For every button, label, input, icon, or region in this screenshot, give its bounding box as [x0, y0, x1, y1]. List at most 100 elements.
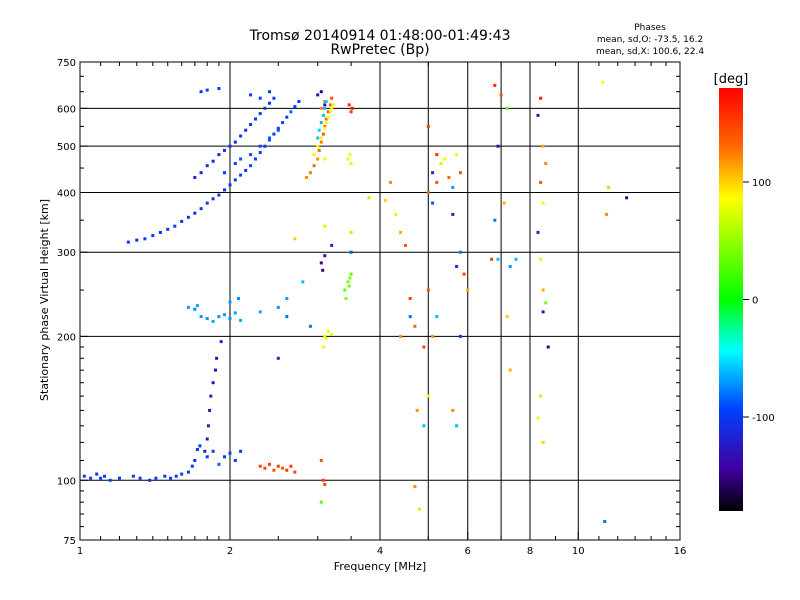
data-point: [319, 106, 323, 110]
data-point: [431, 334, 435, 338]
data-point: [330, 96, 334, 100]
data-point: [350, 106, 354, 110]
data-point: [601, 80, 605, 84]
data-point: [321, 478, 325, 482]
data-point: [323, 103, 327, 107]
data-point: [195, 448, 199, 451]
data-point: [143, 237, 147, 241]
data-point: [272, 468, 276, 472]
data-point: [163, 474, 167, 478]
data-point: [244, 168, 248, 172]
data-point: [319, 90, 323, 94]
data-point: [426, 191, 430, 194]
data-point: [166, 227, 170, 231]
data-point: [215, 356, 219, 360]
colorbar-ticks: 100 0 -100: [743, 178, 775, 424]
data-point: [308, 171, 312, 175]
data-point: [536, 416, 540, 420]
data-point: [285, 297, 289, 300]
data-point: [272, 96, 276, 100]
data-point: [330, 243, 334, 247]
y-tick-label: 200: [57, 332, 76, 343]
data-point: [301, 280, 305, 284]
data-point: [82, 474, 86, 478]
y-tick-label: 500: [57, 142, 76, 153]
data-point: [321, 132, 325, 136]
data-point: [319, 140, 323, 144]
data-point: [205, 317, 209, 320]
y-axis-ticks: 75 100 200 300 400 500 600 750: [57, 58, 680, 547]
data-point: [293, 470, 297, 474]
data-point: [422, 424, 426, 428]
data-point: [413, 324, 417, 328]
data-point: [544, 162, 548, 165]
data-point: [281, 121, 285, 125]
data-point: [219, 340, 223, 344]
colorbar-tick-label: -100: [752, 413, 775, 424]
y-axis-label: Stationary phase Virtual Height [km]: [38, 199, 51, 401]
data-point: [205, 437, 209, 441]
data-point: [323, 106, 327, 110]
data-point: [418, 507, 421, 511]
data-point: [399, 334, 403, 338]
data-point: [505, 315, 509, 319]
data-point: [228, 183, 232, 187]
data-point: [268, 462, 271, 466]
data-point: [131, 474, 135, 478]
y-tick-label: 400: [57, 188, 76, 199]
data-point: [206, 424, 210, 428]
data-point: [198, 444, 202, 448]
data-point: [289, 110, 293, 114]
data-point: [211, 159, 215, 163]
data-point: [426, 288, 430, 292]
data-point: [321, 113, 325, 117]
data-point: [249, 123, 253, 126]
data-point: [408, 297, 412, 300]
data-point: [383, 198, 387, 202]
data-point: [239, 173, 243, 177]
data-point: [239, 449, 243, 453]
phase-info-x-stats: mean, sd,X: 100.6, 22.4: [596, 47, 704, 57]
data-point: [199, 171, 203, 175]
data-points: [82, 80, 629, 523]
data-point: [499, 93, 503, 97]
data-point: [349, 272, 353, 276]
data-point: [490, 257, 494, 261]
data-point: [346, 157, 350, 161]
data-point: [95, 472, 99, 476]
data-point: [223, 455, 226, 459]
data-point: [239, 134, 243, 138]
data-point: [317, 148, 321, 152]
data-point: [399, 230, 403, 234]
data-point: [326, 329, 330, 333]
data-point: [211, 197, 215, 201]
colorbar-label: [deg]: [714, 72, 749, 87]
data-point: [208, 408, 212, 412]
data-point: [199, 315, 203, 319]
phase-info-o-stats: mean, sd,O: -73.5, 16.2: [597, 35, 703, 45]
data-point: [249, 153, 253, 157]
data-point: [541, 310, 545, 314]
data-point: [217, 462, 221, 466]
data-point: [205, 164, 209, 168]
data-point: [151, 234, 155, 238]
data-point: [321, 345, 325, 349]
data-point: [249, 164, 253, 168]
data-point: [455, 265, 459, 268]
data-point: [462, 272, 466, 276]
data-point: [276, 305, 280, 309]
data-point: [536, 230, 540, 234]
data-point: [99, 476, 103, 480]
data-point: [312, 164, 316, 168]
chart-subtitle: RwPretec (Bp): [330, 42, 429, 58]
data-point: [605, 212, 609, 216]
data-point: [331, 103, 335, 107]
data-point: [539, 394, 543, 398]
data-point: [496, 144, 500, 148]
data-point: [293, 105, 297, 109]
data-point: [158, 230, 162, 234]
y-tick-label: 600: [57, 104, 76, 115]
data-point: [625, 196, 629, 200]
y-tick-label: 300: [57, 248, 76, 259]
x-tick-label: 16: [674, 546, 687, 557]
